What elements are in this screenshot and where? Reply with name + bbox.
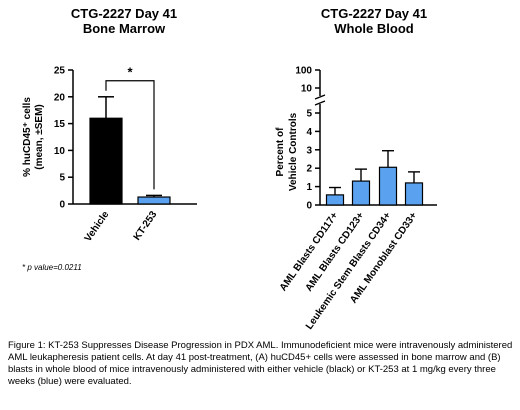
- chart-b-axis-break-1: [314, 94, 326, 100]
- significance-bracket: [105, 80, 155, 190]
- chart-a-ytick-label: 0: [59, 200, 65, 211]
- chart-b-title: CTG-2227 Day 41: [321, 6, 427, 21]
- bone-marrow-chart: CTG-2227 Day 41 Bone Marrow % huCD45⁺ ce…: [22, 6, 197, 244]
- chart-a-title: CTG-2227 Day 41: [71, 6, 177, 21]
- chart-b-bar: [404, 182, 424, 206]
- chart-a-ytick-label: 5: [59, 173, 65, 184]
- chart-a-ylabel: % huCD45⁺ cells: [22, 97, 33, 177]
- chart-a-ytick-label: 25: [54, 66, 66, 77]
- chart-b-ytick-label: 3: [306, 145, 312, 156]
- chart-b-ytick-label: 5: [306, 109, 312, 120]
- figure-canvas: CTG-2227 Day 41 Bone Marrow % huCD45⁺ ce…: [22, 6, 437, 332]
- chart-a-ytick-label: 20: [54, 92, 66, 103]
- chart-a-category-label: KT-253: [132, 209, 160, 243]
- chart-b-ytick-label: 0: [306, 201, 312, 212]
- chart-b-ytick-label: 4: [306, 127, 312, 138]
- chart-b-bar: [378, 166, 398, 206]
- chart-a-bar: [137, 196, 171, 205]
- chart-b-bar: [351, 180, 371, 206]
- chart-b-ytick-label: 10: [301, 84, 313, 95]
- p-value-footnote: * p value=0.0211: [22, 263, 82, 272]
- chart-a-bar: [89, 117, 123, 205]
- chart-b-ytick-label: 100: [295, 66, 312, 77]
- chart-b-ytick-label: 1: [306, 182, 312, 193]
- chart-b-bar: [325, 194, 345, 206]
- chart-b-ylabel-2: Vehicle Controls: [288, 112, 299, 191]
- chart-b-ylabel: Percent of: [275, 127, 286, 177]
- chart-b-subtitle: Whole Blood: [334, 21, 413, 36]
- chart-b-axis-break-2: [314, 100, 326, 106]
- figure-caption: Figure 1: KT-253 Suppresses Disease Prog…: [8, 340, 513, 387]
- chart-a-ytick-label: 10: [54, 146, 66, 157]
- chart-a-ylabel-2: (mean, ±SEM): [34, 104, 45, 170]
- chart-a-ytick-label: 15: [54, 119, 66, 130]
- chart-a-category-label: Vehicle: [83, 209, 112, 244]
- whole-blood-chart: CTG-2227 Day 41 Whole Blood Percent of V…: [275, 6, 437, 332]
- chart-a-subtitle: Bone Marrow: [83, 21, 166, 36]
- chart-b-ytick-label: 2: [306, 164, 312, 175]
- significance-star: *: [127, 65, 133, 80]
